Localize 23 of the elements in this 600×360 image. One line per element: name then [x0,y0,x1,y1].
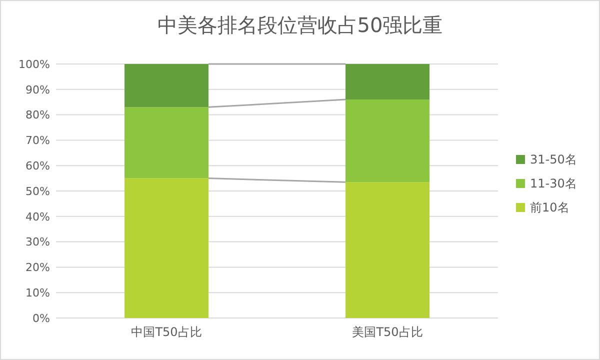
bar [346,182,430,318]
bar [346,100,430,182]
y-tick-label: 0% [32,312,50,325]
legend-label: 前10名 [530,200,570,215]
legend-label: 31-50名 [530,152,577,167]
y-tick-label: 50% [26,184,50,198]
bar [124,107,208,178]
y-tick-label: 40% [26,210,50,224]
x-tick-label: 中国T50占比 [131,325,202,339]
legend-label: 11-30名 [530,176,577,191]
y-tick-label: 100% [18,58,50,71]
y-tick-label: 10% [26,286,50,300]
y-tick-label: 30% [26,236,50,249]
bar [124,178,208,318]
bar [124,64,208,108]
y-tick-label: 60% [26,159,50,172]
y-tick-label: 20% [26,261,50,274]
bar [346,64,430,100]
x-tick-label: 美国T50占比 [352,325,423,339]
chart-title: 中美各排名段位营收占50强比重 [157,13,443,37]
y-tick-label: 90% [26,83,50,96]
y-tick-label: 80% [26,108,50,122]
y-tick-label: 70% [26,134,50,148]
